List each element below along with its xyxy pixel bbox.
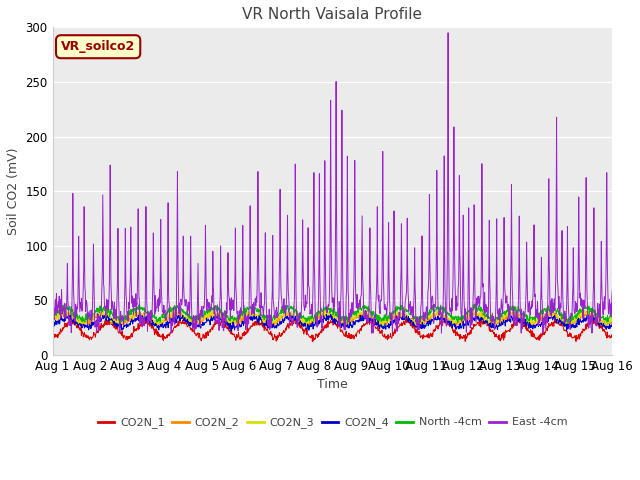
CO2N_4 [400, 311, 408, 316]
CO2N_1 [551, 315, 559, 321]
Line: CO2N_3: CO2N_3 [52, 309, 612, 327]
CO2N_1 [308, 339, 316, 345]
CO2N_3 [609, 317, 616, 323]
North -4cm [493, 316, 501, 322]
CO2N_3 [49, 320, 56, 325]
East -4cm [609, 288, 616, 294]
CO2N_1 [236, 336, 243, 342]
North -4cm [609, 316, 616, 322]
Title: VR North Vaisala Profile: VR North Vaisala Profile [243, 7, 422, 22]
East -4cm [493, 286, 501, 292]
CO2N_4 [543, 317, 550, 323]
North -4cm [344, 320, 351, 326]
CO2N_2 [160, 320, 168, 325]
CO2N_1 [609, 334, 616, 339]
CO2N_2 [236, 319, 244, 325]
CO2N_2 [154, 324, 162, 330]
CO2N_3 [54, 306, 62, 312]
Line: East -4cm: East -4cm [52, 33, 612, 333]
CO2N_3 [543, 311, 550, 317]
North -4cm [236, 310, 244, 316]
CO2N_1 [49, 334, 56, 339]
CO2N_4 [173, 314, 181, 320]
North -4cm [173, 305, 181, 311]
CO2N_4 [609, 321, 616, 327]
CO2N_2 [420, 322, 428, 327]
East -4cm [420, 310, 428, 316]
CO2N_3 [493, 317, 501, 323]
East -4cm [543, 318, 550, 324]
Text: VR_soilco2: VR_soilco2 [61, 40, 135, 53]
CO2N_3 [161, 316, 168, 322]
East -4cm [236, 314, 244, 320]
North -4cm [160, 314, 168, 320]
CO2N_1 [542, 325, 550, 331]
CO2N_4 [420, 322, 428, 328]
CO2N_1 [493, 334, 500, 339]
CO2N_2 [173, 311, 181, 316]
CO2N_1 [173, 323, 181, 328]
CO2N_1 [159, 338, 167, 344]
CO2N_2 [250, 307, 257, 312]
CO2N_4 [159, 324, 167, 329]
Line: CO2N_1: CO2N_1 [52, 318, 612, 342]
East -4cm [49, 310, 56, 315]
East -4cm [168, 330, 175, 336]
X-axis label: Time: Time [317, 378, 348, 391]
East -4cm [173, 168, 181, 174]
East -4cm [444, 30, 452, 36]
CO2N_2 [493, 318, 501, 324]
Line: CO2N_2: CO2N_2 [52, 310, 612, 327]
Line: CO2N_4: CO2N_4 [52, 313, 612, 331]
North -4cm [49, 313, 56, 319]
CO2N_2 [609, 318, 616, 324]
North -4cm [543, 308, 550, 314]
Line: North -4cm: North -4cm [52, 303, 612, 323]
CO2N_4 [493, 325, 501, 331]
CO2N_4 [236, 324, 244, 330]
CO2N_3 [237, 318, 244, 324]
CO2N_3 [154, 324, 162, 330]
Y-axis label: Soil CO2 (mV): Soil CO2 (mV) [7, 147, 20, 235]
Legend: CO2N_1, CO2N_2, CO2N_3, CO2N_4, North -4cm, East -4cm: CO2N_1, CO2N_2, CO2N_3, CO2N_4, North -4… [93, 413, 572, 433]
CO2N_1 [420, 335, 428, 340]
North -4cm [420, 314, 428, 320]
CO2N_3 [174, 311, 182, 316]
CO2N_2 [49, 317, 56, 323]
CO2N_4 [49, 323, 56, 328]
CO2N_4 [227, 328, 235, 334]
CO2N_2 [543, 314, 550, 320]
North -4cm [63, 300, 70, 306]
CO2N_3 [420, 318, 428, 324]
East -4cm [159, 312, 167, 317]
